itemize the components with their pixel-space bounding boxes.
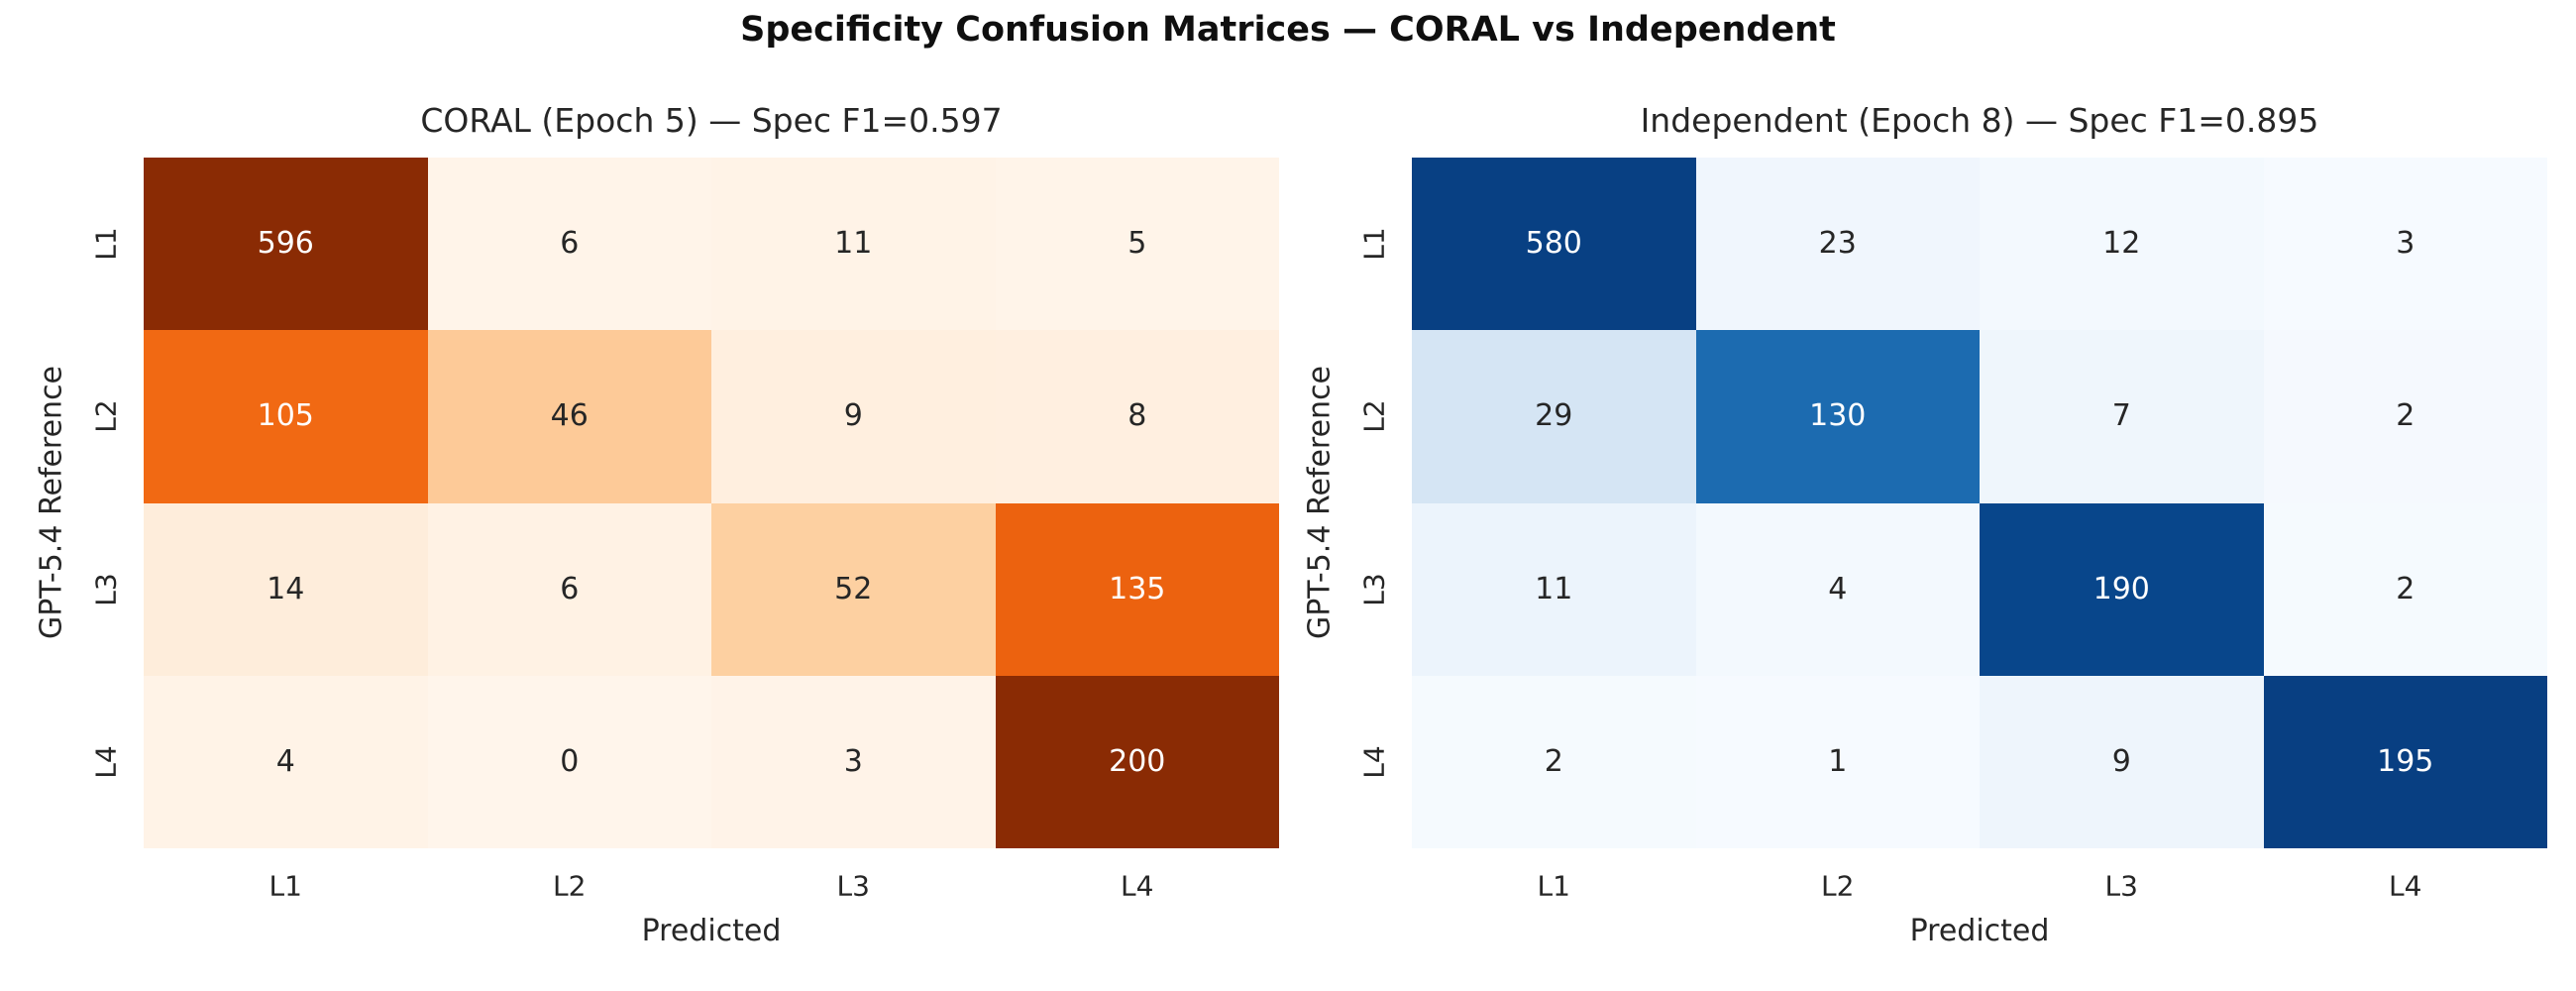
heatmap-cell: 195 [2263,675,2547,848]
heatmap-cell: 130 [1695,330,1980,503]
heatmap-cell: 29 [1412,330,1696,503]
cell-value: 200 [1109,743,1166,779]
cell-value: 580 [1525,226,1582,262]
cell-value: 596 [257,226,314,262]
heatmap-cell: 7 [1980,330,2264,503]
x-tick-label: L3 [2104,869,2138,903]
cell-value: 23 [1818,226,1857,262]
y-tick-label: L2 [1357,399,1391,434]
x-tick-label: L2 [553,869,587,903]
cell-value: 52 [834,571,873,606]
heatmap-cell: 9 [1980,675,2264,848]
cell-value: 7 [2111,398,2131,434]
y-tick-label: L3 [89,572,123,606]
heatmap-cell: 580 [1412,158,1696,331]
heatmap-cell: 2 [1412,675,1696,848]
heatmap-cell: 6 [427,158,711,331]
cell-value: 4 [275,743,295,779]
heatmap-cell: 596 [144,158,428,331]
y-tick-label: L4 [89,745,123,779]
cell-value: 14 [267,571,305,606]
heatmap-cell: 2 [2263,330,2547,503]
y-tick-label: L1 [89,227,123,261]
heatmap-cell: 14 [144,502,428,676]
cell-value: 2 [2396,571,2415,606]
cell-value: 11 [834,226,873,262]
figure-title: Specificity Confusion Matrices — CORAL v… [740,10,1836,50]
cell-value: 2 [2396,398,2415,434]
cell-value: 11 [1535,571,1573,606]
cell-value: 46 [550,398,589,434]
cell-value: 9 [2111,743,2131,779]
heatmap-cell: 4 [1695,502,1980,676]
heatmap-cell: 3 [2263,158,2547,331]
heatmap-cell: 3 [711,675,996,848]
x-tick-label: L1 [1537,869,1570,903]
heatmap-cell: 11 [711,158,996,331]
heatmap-cell: 46 [427,330,711,503]
axes-title-independent: Independent (Epoch 8) — Spec F1=0.895 [1640,101,2319,140]
heatmap-cell: 9 [711,330,996,503]
cell-value: 5 [1127,226,1147,262]
heatmap-cell: 105 [144,330,428,503]
cell-value: 29 [1535,398,1573,434]
heatmap-cell: 190 [1980,502,2264,676]
heatmap-cell: 8 [995,330,1279,503]
heatmap-cell: 12 [1980,158,2264,331]
heatmap-cell: 5 [995,158,1279,331]
cell-value: 8 [1127,398,1147,434]
cell-value: 9 [843,398,863,434]
heatmap-grid-coral: 596 6 11 5 105 46 9 8 14 6 52 135 4 0 3 200 [144,158,1279,848]
heatmap-cell: 200 [995,675,1279,848]
cell-value: 195 [2377,743,2434,779]
heatmap-cell: 23 [1695,158,1980,331]
cell-value: 130 [1809,398,1867,434]
y-axis-label-coral: GPT-5.4 Reference [34,365,69,640]
heatmap-cell: 52 [711,502,996,676]
x-tick-label: L1 [268,869,302,903]
heatmap-cell: 11 [1412,502,1696,676]
y-tick-label: L1 [1357,227,1391,261]
heatmap-cell: 2 [2263,502,2547,676]
cell-value: 4 [1828,571,1848,606]
axes-title-coral: CORAL (Epoch 5) — Spec F1=0.597 [420,101,1003,140]
heatmap-cell: 0 [427,675,711,848]
x-axis-label-coral: Predicted [641,914,782,948]
cell-value: 190 [2093,571,2150,606]
x-tick-label: L4 [2389,869,2422,903]
cell-value: 3 [843,743,863,779]
y-tick-label: L4 [1357,745,1391,779]
cell-value: 12 [2102,226,2141,262]
cell-value: 2 [1544,743,1563,779]
heatmap-cell: 6 [427,502,711,676]
cell-value: 135 [1109,571,1166,606]
x-tick-label: L2 [1821,869,1855,903]
cell-value: 0 [560,743,580,779]
heatmap-cell: 135 [995,502,1279,676]
cell-value: 105 [257,398,314,434]
cell-value: 6 [560,226,580,262]
x-tick-label: L4 [1121,869,1154,903]
x-axis-label-independent: Predicted [1909,914,2050,948]
heatmap-cell: 1 [1695,675,1980,848]
y-tick-label: L3 [1357,572,1391,606]
heatmap-grid-independent: 580 23 12 3 29 130 7 2 11 4 190 2 2 1 9 195 [1412,158,2547,848]
y-tick-label: L2 [89,399,123,434]
x-tick-label: L3 [836,869,870,903]
y-axis-label-independent: GPT-5.4 Reference [1302,365,1338,640]
cell-value: 3 [2396,226,2415,262]
heatmap-cell: 4 [144,675,428,848]
cell-value: 6 [560,571,580,606]
cell-value: 1 [1828,743,1848,779]
